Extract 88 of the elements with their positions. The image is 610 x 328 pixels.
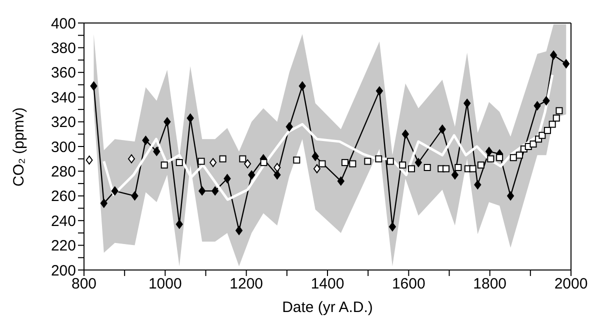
- point: [111, 186, 118, 196]
- point: [486, 146, 493, 156]
- point: [388, 222, 396, 232]
- point: [244, 159, 252, 168]
- point: [298, 81, 306, 90]
- point: [219, 155, 226, 162]
- point: [153, 146, 160, 156]
- point: [542, 96, 550, 106]
- point: [210, 158, 217, 168]
- point: [534, 101, 541, 110]
- y-tick-label: 320: [50, 114, 76, 132]
- point: [550, 50, 558, 60]
- y-axis-title: CO₂ (ppmv): [10, 107, 28, 186]
- point: [386, 158, 394, 165]
- point: [274, 162, 281, 172]
- point: [408, 165, 416, 172]
- point: [552, 114, 560, 122]
- point: [474, 180, 482, 190]
- point: [364, 158, 372, 165]
- point: [399, 162, 406, 169]
- point: [469, 165, 476, 172]
- point: [86, 156, 93, 165]
- point: [507, 191, 514, 200]
- line-series: [102, 74, 554, 201]
- point: [438, 124, 446, 134]
- point: [260, 159, 268, 166]
- y-tick-label: 280: [50, 164, 76, 181]
- point: [274, 170, 281, 180]
- point: [248, 170, 256, 180]
- point: [349, 160, 356, 168]
- point: [198, 186, 206, 196]
- point: [376, 86, 383, 96]
- point: [562, 59, 570, 68]
- point: [293, 156, 300, 164]
- y-tick-label: 400: [50, 15, 76, 32]
- point: [313, 164, 320, 174]
- point: [160, 162, 168, 169]
- y-tick-label: 380: [50, 40, 76, 58]
- point: [312, 152, 319, 161]
- x-tick-label: 1400: [310, 276, 344, 293]
- point: [341, 159, 348, 166]
- point: [318, 160, 326, 168]
- point: [424, 164, 431, 171]
- point: [186, 114, 194, 123]
- y-tick-label: 220: [50, 238, 76, 255]
- point: [90, 81, 98, 90]
- point: [375, 155, 382, 162]
- point: [414, 158, 422, 168]
- point: [451, 170, 458, 180]
- point: [496, 154, 504, 162]
- point: [337, 176, 344, 186]
- point: [286, 122, 293, 132]
- y-tick-label: 260: [50, 188, 76, 206]
- x-axis-title: Date (yr A.D.): [282, 299, 373, 316]
- point: [402, 130, 409, 139]
- point: [164, 117, 171, 126]
- point: [516, 152, 523, 159]
- point: [454, 164, 462, 171]
- x-tick-label: 1000: [148, 276, 182, 293]
- point: [198, 158, 205, 165]
- point: [100, 198, 108, 208]
- point: [530, 140, 537, 148]
- x-tick-label: 1600: [392, 276, 426, 293]
- point: [236, 226, 243, 235]
- point: [142, 136, 150, 145]
- point: [128, 154, 135, 164]
- point: [464, 98, 471, 108]
- point: [477, 162, 484, 169]
- point: [131, 191, 138, 200]
- point: [538, 132, 546, 139]
- point: [556, 107, 563, 114]
- point: [487, 155, 494, 162]
- point: [510, 154, 517, 162]
- x-tick-label: 2000: [554, 276, 588, 293]
- point: [544, 126, 551, 134]
- x-tick-label: 1200: [230, 276, 264, 293]
- point: [212, 186, 219, 196]
- point: [442, 165, 450, 172]
- y-tick-label: 340: [50, 89, 76, 106]
- point: [548, 120, 556, 128]
- point: [224, 174, 231, 184]
- point: [176, 159, 183, 166]
- point: [239, 155, 246, 162]
- y-tick-label: 300: [50, 138, 76, 156]
- point: [176, 220, 183, 229]
- y-tick-label: 360: [50, 64, 76, 82]
- x-tick-label: 1800: [473, 276, 507, 293]
- y-tick-label: 240: [50, 212, 76, 230]
